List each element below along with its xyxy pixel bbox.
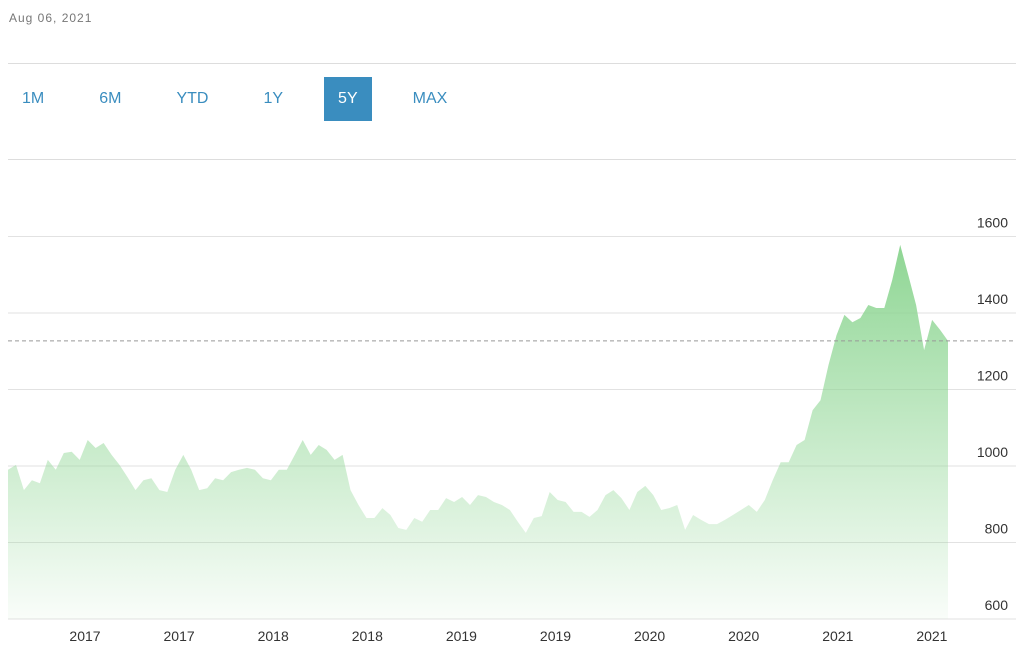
range-button[interactable]: YTD (176, 90, 209, 107)
x-tick-label: 2018 (352, 628, 383, 644)
y-tick-label: 800 (985, 521, 1009, 537)
y-tick-label: 1000 (977, 444, 1008, 460)
x-tick-label: 2017 (164, 628, 195, 644)
range-button[interactable]: 1M (22, 90, 45, 107)
range-button[interactable]: 6M (99, 90, 122, 107)
range-button[interactable]: 1Y (263, 90, 284, 107)
y-tick-label: 600 (985, 597, 1009, 613)
x-tick-label: 2021 (822, 628, 853, 644)
x-tick-label: 2018 (258, 628, 289, 644)
x-tick-label: 2017 (69, 628, 100, 644)
y-tick-label: 1400 (977, 291, 1008, 307)
range-buttons: 1M 6M YTD 1Y 5Y MAX (8, 77, 488, 121)
y-tick-label: 1600 (977, 215, 1008, 231)
x-tick-label: 2019 (446, 628, 477, 644)
x-tick-label: 2019 (540, 628, 571, 644)
x-tick-label: 2020 (728, 628, 759, 644)
x-tick-label: 2021 (916, 628, 947, 644)
range-button[interactable]: 5Y (324, 77, 372, 121)
range-button[interactable]: MAX (412, 90, 448, 107)
divider (8, 159, 1016, 160)
x-tick-label: 2020 (634, 628, 665, 644)
y-tick-label: 1200 (977, 368, 1008, 384)
date-label: Aug 06, 2021 (9, 11, 93, 25)
divider (8, 63, 1016, 64)
price-area (8, 244, 948, 619)
